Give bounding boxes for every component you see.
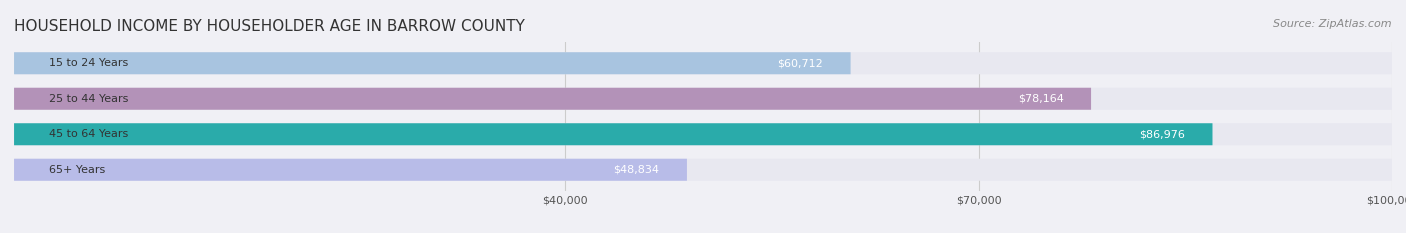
Text: 25 to 44 Years: 25 to 44 Years xyxy=(48,94,128,104)
Text: $86,976: $86,976 xyxy=(1139,129,1185,139)
FancyBboxPatch shape xyxy=(14,123,1212,145)
Text: Source: ZipAtlas.com: Source: ZipAtlas.com xyxy=(1274,19,1392,29)
Text: 15 to 24 Years: 15 to 24 Years xyxy=(48,58,128,68)
Text: 65+ Years: 65+ Years xyxy=(48,165,105,175)
FancyBboxPatch shape xyxy=(14,159,1392,181)
FancyBboxPatch shape xyxy=(14,88,1091,110)
Text: $60,712: $60,712 xyxy=(778,58,823,68)
FancyBboxPatch shape xyxy=(14,88,1392,110)
FancyBboxPatch shape xyxy=(14,52,851,74)
FancyBboxPatch shape xyxy=(14,123,1392,145)
Text: $78,164: $78,164 xyxy=(1018,94,1063,104)
FancyBboxPatch shape xyxy=(14,159,688,181)
FancyBboxPatch shape xyxy=(14,52,1392,74)
Text: $48,834: $48,834 xyxy=(613,165,659,175)
Text: 45 to 64 Years: 45 to 64 Years xyxy=(48,129,128,139)
Text: HOUSEHOLD INCOME BY HOUSEHOLDER AGE IN BARROW COUNTY: HOUSEHOLD INCOME BY HOUSEHOLDER AGE IN B… xyxy=(14,19,524,34)
